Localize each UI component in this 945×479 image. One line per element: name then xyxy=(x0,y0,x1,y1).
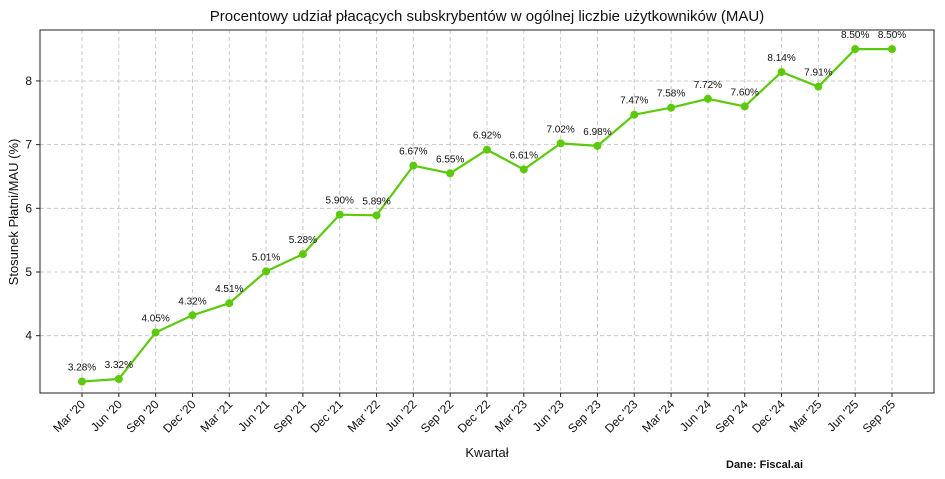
data-label: 7.47% xyxy=(620,96,648,107)
data-label: 5.01% xyxy=(252,252,280,263)
x-tick-label: Sep '20 xyxy=(123,397,162,436)
source-note: Dane: Fiscal.ai xyxy=(726,459,804,471)
plot-frame xyxy=(39,29,935,394)
x-tick-label: Mar '20 xyxy=(50,397,88,435)
data-point xyxy=(188,311,197,320)
chart-title: Procentowy udział płacących subskrybentó… xyxy=(210,8,764,25)
data-point xyxy=(78,377,86,386)
x-tick-label: Mar '22 xyxy=(345,397,383,435)
x-tick-label: Dec '24 xyxy=(749,397,788,436)
x-tick-label: Mar '24 xyxy=(639,397,677,435)
x-tick-label: Mar '23 xyxy=(492,397,530,435)
x-tick-label: Sep '24 xyxy=(712,397,751,436)
y-tick-label: 6 xyxy=(25,201,32,215)
data-label: 6.67% xyxy=(399,147,427,158)
data-point xyxy=(814,82,823,91)
x-tick-label: Sep '23 xyxy=(565,397,604,436)
x-tick-label: Jun '20 xyxy=(88,397,125,434)
x-tick-label: Sep '22 xyxy=(418,397,457,436)
data-label: 7.72% xyxy=(694,80,722,91)
y-tick-label: 4 xyxy=(25,329,32,343)
data-point xyxy=(851,45,860,54)
data-label: 8.14% xyxy=(767,53,795,64)
data-label: 3.28% xyxy=(68,363,96,374)
data-label: 5.90% xyxy=(326,196,354,207)
data-label: 7.60% xyxy=(731,87,759,98)
x-tick-label: Jun '22 xyxy=(382,397,419,434)
data-point xyxy=(151,328,160,337)
grid xyxy=(40,30,934,393)
data-point xyxy=(372,211,381,220)
data-labels: 3.28% 3.32% 4.05% 4.32% 4.51% 5.01% 5.28% 5.90%… xyxy=(68,30,906,373)
x-tick-label: Mar '25 xyxy=(787,397,825,435)
data-point xyxy=(740,102,749,111)
x-axis-label: Kwartał xyxy=(465,445,508,460)
data-point xyxy=(777,68,786,77)
x-tick-label: Dec '23 xyxy=(602,397,641,436)
x-tick-label: Sep '21 xyxy=(271,397,310,436)
data-point xyxy=(703,94,712,103)
data-label: 6.92% xyxy=(473,131,501,142)
data-point xyxy=(298,250,307,259)
data-label: 6.98% xyxy=(583,127,611,138)
data-label: 8.50% xyxy=(878,30,906,41)
data-point xyxy=(519,165,528,174)
x-tick-label: Jun '25 xyxy=(824,397,861,434)
data-label: 5.28% xyxy=(289,235,317,246)
data-point xyxy=(409,161,418,170)
y-tick-label: 7 xyxy=(25,138,32,152)
data-label: 3.32% xyxy=(105,360,133,371)
data-point xyxy=(556,139,565,148)
y-tick-label: 5 xyxy=(25,265,32,279)
x-tick-label: Jun '23 xyxy=(530,397,567,434)
data-label: 4.32% xyxy=(178,296,206,307)
data-point xyxy=(888,45,896,54)
x-tick-label: Dec '21 xyxy=(307,397,346,436)
data-point xyxy=(335,210,344,219)
data-point xyxy=(630,110,639,119)
x-tick-label: Dec '22 xyxy=(455,397,494,436)
data-label: 8.50% xyxy=(841,30,869,41)
data-label: 4.51% xyxy=(215,284,243,295)
data-label: 7.91% xyxy=(804,68,832,79)
data-label: 6.61% xyxy=(510,150,538,161)
x-tick-label: Dec '20 xyxy=(160,397,199,436)
x-tick-label: Jun '21 xyxy=(235,397,272,434)
x-tick-label: Jun '24 xyxy=(677,397,714,434)
data-label: 6.55% xyxy=(436,154,464,165)
data-point xyxy=(593,141,602,150)
data-point xyxy=(483,145,491,154)
y-axis: 4 5 6 7 8 xyxy=(25,74,40,343)
data-point xyxy=(114,374,123,383)
data-label: 5.89% xyxy=(362,196,390,207)
data-point xyxy=(262,267,271,276)
data-point xyxy=(446,169,455,178)
y-axis-label: Stosunek Płatni/MAU (%) xyxy=(6,139,21,286)
data-point xyxy=(225,299,234,308)
series xyxy=(78,45,896,386)
data-label: 4.05% xyxy=(141,314,169,325)
x-tick-label: Sep '25 xyxy=(860,397,899,436)
data-label: 7.02% xyxy=(546,124,574,135)
x-tick-label: Mar '21 xyxy=(197,397,235,435)
data-point xyxy=(667,103,676,112)
data-label: 7.58% xyxy=(657,89,685,100)
y-tick-label: 8 xyxy=(25,74,32,88)
